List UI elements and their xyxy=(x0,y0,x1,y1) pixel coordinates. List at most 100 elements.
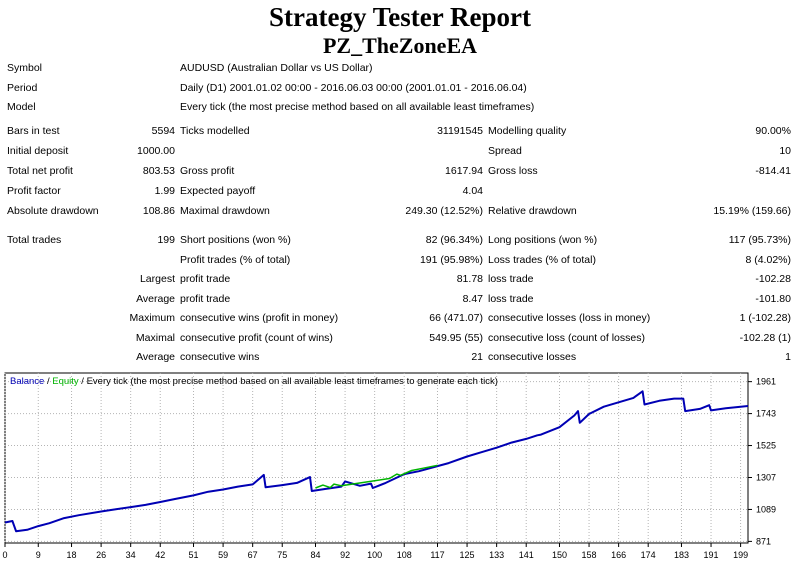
x-tick-label: 26 xyxy=(96,550,106,560)
y-tick-label: 1089 xyxy=(756,504,776,514)
x-tick-label: 18 xyxy=(67,550,77,560)
x-tick-label: 158 xyxy=(582,550,597,560)
stat-label: Initial deposit xyxy=(7,145,69,157)
stat-label: Gross profit xyxy=(180,165,235,177)
x-tick-label: 92 xyxy=(340,550,350,560)
stat-value: 1617.94 xyxy=(445,165,483,177)
stat-label: consecutive profit (count of wins) xyxy=(180,332,333,344)
series-line-balance xyxy=(4,390,749,533)
stat-value: 199 xyxy=(157,234,175,246)
stat-label: Average xyxy=(136,351,175,363)
stat-label: Profit factor xyxy=(7,185,61,197)
x-tick-label: 67 xyxy=(248,550,258,560)
stat-value: -814.41 xyxy=(755,165,791,177)
stat-value: 4.04 xyxy=(462,185,483,197)
x-tick-label: 183 xyxy=(674,550,689,560)
info-value: AUDUSD (Australian Dollar vs US Dollar) xyxy=(180,62,373,74)
stat-value: -102.28 xyxy=(755,273,791,285)
legend-suffix: / Every tick (the most precise method ba… xyxy=(79,376,498,387)
stat-label: Profit trades (% of total) xyxy=(180,254,291,266)
chart-legend: Balance / Equity / Every tick (the most … xyxy=(10,376,498,387)
y-tick-label: 1307 xyxy=(756,472,776,482)
stat-value: 803.53 xyxy=(142,165,175,177)
series-group xyxy=(4,390,749,533)
stat-label: profit trade xyxy=(180,293,231,305)
x-axis: 0 9 18 26 34 42 51 59 67 75 84 92 100 108 117 125 133 141… xyxy=(2,543,748,560)
x-tick-label: 117 xyxy=(430,550,444,560)
stat-value: 81.78 xyxy=(456,273,483,285)
info-label: Symbol xyxy=(7,62,43,74)
x-tick-label: 34 xyxy=(126,550,136,560)
stat-label: Relative drawdown xyxy=(488,205,577,217)
x-tick-label: 51 xyxy=(189,550,199,560)
stat-label: Expected payoff xyxy=(180,185,256,197)
stat-label: loss trade xyxy=(488,293,534,305)
stat-value: 117 (95.73%) xyxy=(728,234,791,246)
stat-value: 15.19% (159.66) xyxy=(713,205,791,217)
stat-label: Bars in test xyxy=(7,125,60,137)
legend-separator: / xyxy=(44,376,52,387)
stat-label: consecutive losses xyxy=(488,351,577,363)
stat-value: 549.95 (55) xyxy=(429,332,483,344)
stat-label: Absolute drawdown xyxy=(7,205,99,217)
stat-value: -102.28 (1) xyxy=(739,332,791,344)
stat-label: Ticks modelled xyxy=(180,125,250,137)
stat-label: Long positions (won %) xyxy=(488,234,598,246)
x-tick-label: 42 xyxy=(155,550,165,560)
stat-label: consecutive wins xyxy=(180,351,260,363)
x-tick-label: 125 xyxy=(460,550,475,560)
series-line-equity xyxy=(315,464,438,489)
stat-value: 8 (4.02%) xyxy=(745,254,791,266)
stat-label: consecutive wins (profit in money) xyxy=(180,312,339,324)
y-axis: 871 1089 1307 1525 1743 1961 xyxy=(748,377,776,546)
x-tick-label: 166 xyxy=(611,550,626,560)
stat-value: 90.00% xyxy=(755,125,791,137)
stat-label: Maximum xyxy=(129,312,175,324)
x-tick-label: 199 xyxy=(733,550,748,560)
info-value: Every tick (the most precise method base… xyxy=(180,101,535,113)
stat-value: 10 xyxy=(779,145,791,157)
legend-equity: Equity xyxy=(52,376,79,387)
stat-label: consecutive losses (loss in money) xyxy=(488,312,651,324)
stat-value: 21 xyxy=(471,351,483,363)
y-tick-label: 1743 xyxy=(756,409,776,419)
stat-label: Gross loss xyxy=(488,165,538,177)
y-tick-label: 871 xyxy=(756,536,771,546)
x-tick-label: 59 xyxy=(218,550,228,560)
x-tick-label: 9 xyxy=(36,550,41,560)
x-tick-label: 150 xyxy=(552,550,567,560)
legend-balance: Balance xyxy=(10,376,44,387)
stat-label: Modelling quality xyxy=(488,125,567,137)
stat-label: Maximal drawdown xyxy=(180,205,270,217)
stat-value: 31191545 xyxy=(437,125,483,137)
x-tick-label: 100 xyxy=(367,550,382,560)
stat-label: consecutive loss (count of losses) xyxy=(488,332,645,344)
stat-value: 108.86 xyxy=(142,205,175,217)
info-label: Period xyxy=(7,82,38,94)
ea-name: PZ_TheZoneEA xyxy=(322,33,478,58)
y-tick-label: 1961 xyxy=(756,377,776,387)
stat-value: 1 (-102.28) xyxy=(739,312,791,324)
x-tick-label: 191 xyxy=(704,550,719,560)
stat-label: loss trade xyxy=(488,273,534,285)
plot-area xyxy=(4,372,749,544)
stat-label: Maximal xyxy=(135,332,175,344)
x-tick-label: 133 xyxy=(489,550,504,560)
info-value: Daily (D1) 2001.01.02 00:00 - 2016.06.03… xyxy=(180,82,527,94)
x-tick-label: 84 xyxy=(310,550,320,560)
x-tick-label: 0 xyxy=(2,550,7,560)
chart-grid xyxy=(4,373,748,543)
stat-label: Loss trades (% of total) xyxy=(488,254,596,266)
stat-value: 1.99 xyxy=(154,185,175,197)
stat-value: 66 (471.07) xyxy=(429,312,483,324)
balance-chart: 0 9 18 26 34 42 51 59 67 75 84 92 100 108 117 125 133 141… xyxy=(2,372,776,560)
stat-label: Short positions (won %) xyxy=(180,234,291,246)
report-title: Strategy Tester Report xyxy=(269,2,531,32)
stat-value: 82 (96.34%) xyxy=(425,234,483,246)
stat-value: 5594 xyxy=(151,125,175,137)
stat-label: Average xyxy=(136,293,175,305)
stat-value: -101.80 xyxy=(755,293,791,305)
stat-label: Spread xyxy=(488,145,522,157)
x-tick-label: 174 xyxy=(641,550,656,560)
x-tick-label: 75 xyxy=(277,550,287,560)
